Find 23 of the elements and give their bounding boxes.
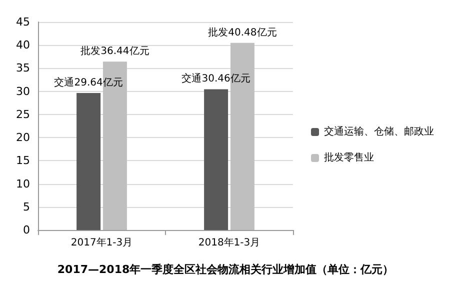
y-tick-label: 0: [23, 224, 30, 236]
bar: [102, 62, 127, 230]
data-label: 交通30.46亿元: [182, 72, 250, 85]
y-tick-label: 35: [16, 62, 30, 75]
bar: [204, 89, 228, 230]
legend-label: 批发零售业: [324, 152, 374, 164]
data-label: 批发40.48亿元: [208, 26, 277, 38]
y-tick-label: 15: [16, 154, 30, 168]
y-tick-label: 20: [16, 131, 30, 144]
y-tick-label: 40: [16, 38, 30, 52]
text: 2017—2018年一季度全区社会物流相关行业增加值（单位：亿元）: [57, 263, 394, 276]
legend-label: 交通运输、仓储、邮政业: [324, 126, 434, 138]
data-label: 交通29.64亿元: [54, 76, 123, 88]
y-tick-label: 10: [16, 177, 30, 190]
x-tick-label: 2017年1-3月: [70, 236, 133, 248]
y-tick-label: 30: [16, 84, 30, 98]
y-tick-label: 5: [23, 200, 30, 214]
data-label: 批发36.44亿元: [80, 45, 150, 58]
x-tick-label: 2018年1-3月: [198, 236, 260, 248]
bar: [76, 92, 101, 230]
y-tick-label: 25: [16, 108, 30, 121]
bar: [230, 42, 254, 230]
y-tick-label: 45: [16, 16, 30, 28]
